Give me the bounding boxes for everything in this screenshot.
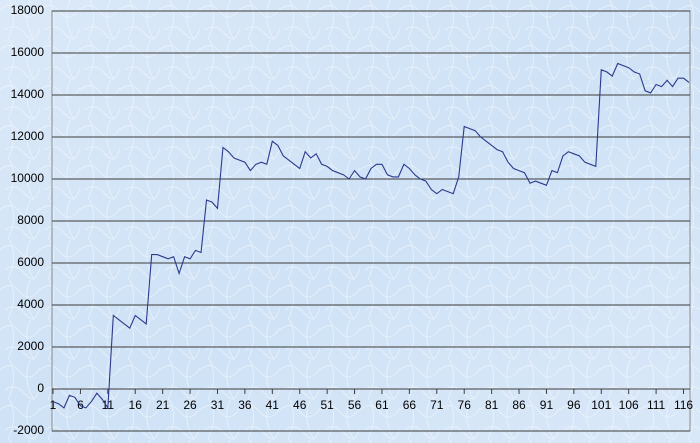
x-tick-label: 71	[430, 398, 444, 412]
x-tick-label: 86	[512, 398, 526, 412]
x-tick-label: 91	[540, 398, 554, 412]
x-tick-label: 81	[485, 398, 499, 412]
x-tick-label: 1	[50, 398, 57, 412]
x-tick-label: 26	[183, 398, 197, 412]
x-tick-label: 41	[266, 398, 280, 412]
x-tick-label: 51	[320, 398, 334, 412]
x-tick-label: 116	[674, 398, 693, 412]
y-tick-label: 8000	[17, 213, 44, 227]
x-tick-label: 106	[619, 398, 639, 412]
y-tick-label: 4000	[17, 297, 44, 311]
x-tick-label: 56	[348, 398, 362, 412]
series-line	[52, 62, 690, 410]
y-tick-label: 2000	[17, 339, 44, 353]
x-tick-label: 61	[375, 398, 389, 412]
x-tick-label: 96	[567, 398, 581, 412]
x-tick-label: 111	[647, 398, 666, 412]
x-tick-label: 36	[238, 398, 252, 412]
y-tick-label: 10000	[11, 171, 45, 185]
y-tick-label: 12000	[11, 129, 45, 143]
y-tick-label: 6000	[17, 255, 44, 269]
x-tick-label: 16	[129, 398, 143, 412]
x-tick-label: 46	[293, 398, 307, 412]
x-tick-label: 21	[156, 398, 170, 412]
y-tick-label: 14000	[11, 87, 45, 101]
x-tick-label: 101	[591, 398, 611, 412]
x-tick-label: 31	[211, 398, 225, 412]
y-tick-label: 18000	[11, 3, 45, 17]
y-tick-label: 16000	[11, 45, 45, 59]
y-tick-label: 0	[37, 381, 44, 395]
x-tick-label: 76	[458, 398, 472, 412]
y-tick-label: -2000	[13, 423, 44, 437]
x-tick-label: 66	[403, 398, 417, 412]
